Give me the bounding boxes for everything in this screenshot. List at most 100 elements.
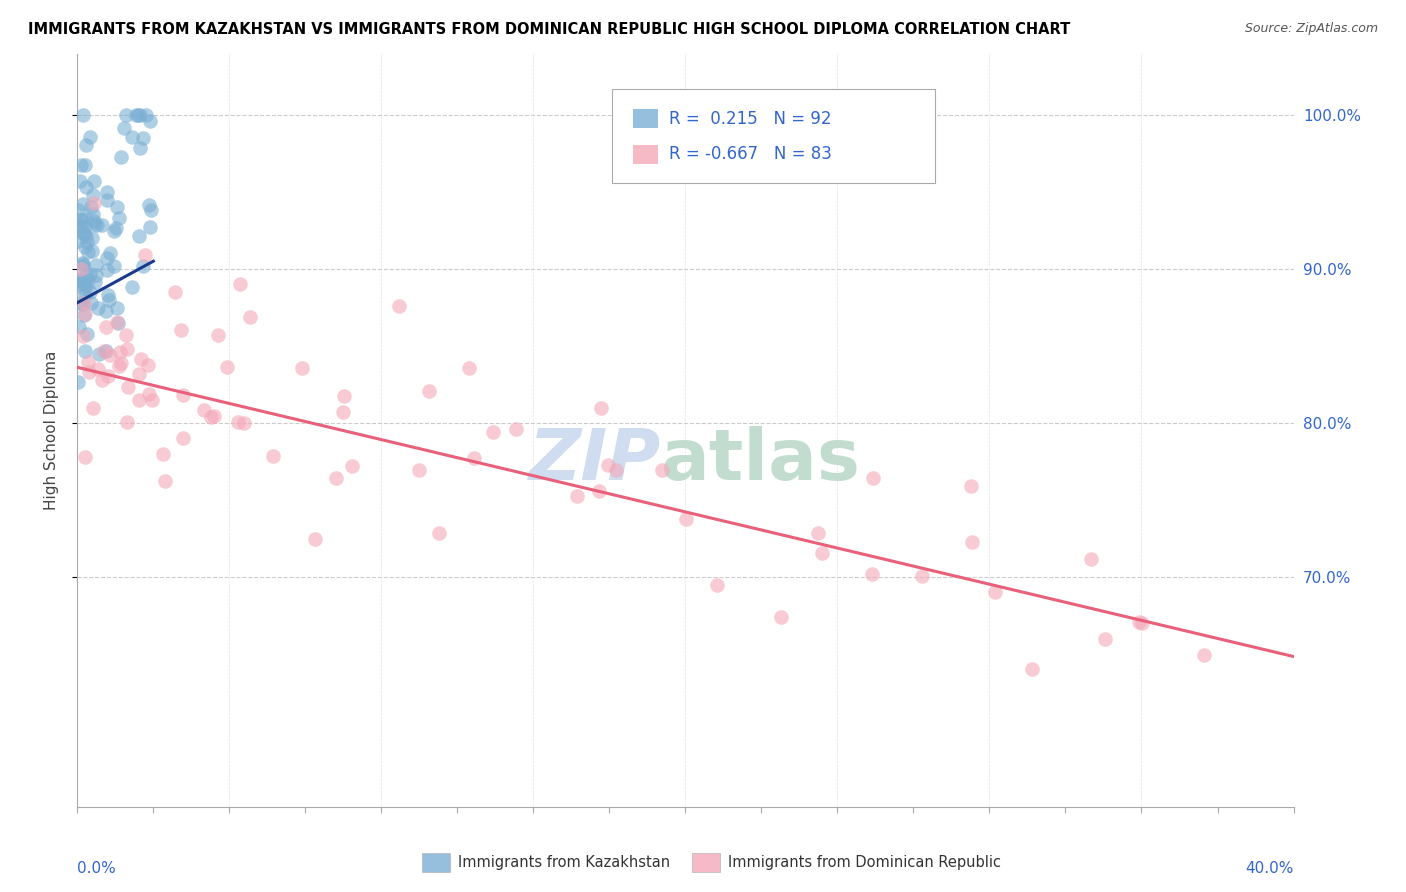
Point <box>77 273 100 287</box>
Point <box>605 463 627 477</box>
Point <box>83 213 105 227</box>
Point <box>73 296 96 310</box>
Point <box>163 285 186 300</box>
Point <box>333 389 356 403</box>
Point <box>67 202 90 217</box>
Point <box>418 384 440 399</box>
Point <box>229 277 252 292</box>
Point <box>103 259 125 273</box>
Point <box>200 409 222 424</box>
Point <box>139 220 162 235</box>
Point <box>1132 616 1154 631</box>
Point <box>172 431 194 445</box>
Point <box>108 345 131 359</box>
Point <box>73 283 96 297</box>
Point <box>79 285 101 300</box>
Point <box>226 415 249 429</box>
Point <box>262 449 284 463</box>
Point <box>136 358 159 372</box>
Point <box>135 108 157 122</box>
Point <box>807 526 830 541</box>
Point <box>125 108 148 122</box>
Point <box>72 197 94 211</box>
Point <box>129 108 152 122</box>
Point <box>96 185 118 199</box>
Point <box>139 202 162 217</box>
Point <box>75 180 97 194</box>
Point <box>110 356 132 370</box>
Point <box>105 301 128 315</box>
Point <box>121 129 143 144</box>
Point <box>72 329 94 343</box>
Point <box>427 526 450 541</box>
Point <box>79 129 101 144</box>
Point <box>862 567 884 582</box>
Point <box>567 489 589 503</box>
Point <box>80 296 103 310</box>
Point <box>93 344 115 359</box>
Point <box>77 355 100 369</box>
Point <box>73 308 96 322</box>
Point <box>304 533 326 547</box>
Point <box>232 416 254 430</box>
Point <box>84 258 107 272</box>
Point <box>96 194 118 208</box>
Point <box>152 447 174 461</box>
Point <box>291 361 314 376</box>
Point <box>132 260 155 274</box>
Point <box>73 287 96 301</box>
Point <box>862 470 884 484</box>
Point <box>103 224 125 238</box>
Point <box>75 138 97 153</box>
Point <box>105 220 128 235</box>
Text: R = -0.667   N = 83: R = -0.667 N = 83 <box>669 145 832 163</box>
Point <box>117 380 139 394</box>
Text: 0.0%: 0.0% <box>77 861 117 876</box>
Point <box>110 150 132 164</box>
Point <box>67 376 90 390</box>
Point <box>82 244 104 258</box>
Point <box>153 474 176 488</box>
Point <box>239 310 262 325</box>
Point <box>1094 632 1116 646</box>
Point <box>73 344 96 359</box>
Point <box>984 585 1007 599</box>
Text: ZIP: ZIP <box>529 426 661 495</box>
Point <box>76 244 98 259</box>
Point <box>86 301 108 315</box>
Point <box>408 463 430 477</box>
Point <box>463 450 485 465</box>
Point <box>77 365 100 379</box>
Point <box>169 323 191 337</box>
Point <box>388 299 411 313</box>
Point <box>75 307 97 321</box>
Point <box>84 268 107 282</box>
Point <box>89 346 111 360</box>
Point <box>69 296 91 310</box>
Point <box>73 158 96 172</box>
Point <box>1021 662 1043 676</box>
Point <box>138 197 160 211</box>
Point <box>96 319 118 334</box>
Point <box>67 272 90 286</box>
Point <box>193 402 215 417</box>
Point <box>91 219 114 233</box>
Point <box>70 262 93 277</box>
Text: R =  0.215   N = 92: R = 0.215 N = 92 <box>669 110 832 128</box>
Point <box>75 211 97 226</box>
Point <box>107 200 129 214</box>
Point <box>69 174 91 188</box>
Point <box>505 422 527 436</box>
Point <box>82 188 104 202</box>
Point <box>75 240 97 254</box>
Point <box>83 196 105 211</box>
Point <box>217 359 239 374</box>
Point <box>482 425 505 439</box>
Point <box>115 342 138 356</box>
Point <box>115 327 138 342</box>
Point <box>128 140 150 154</box>
Point <box>596 458 619 472</box>
Point <box>172 388 194 402</box>
Point <box>960 479 983 493</box>
Point <box>73 219 96 234</box>
